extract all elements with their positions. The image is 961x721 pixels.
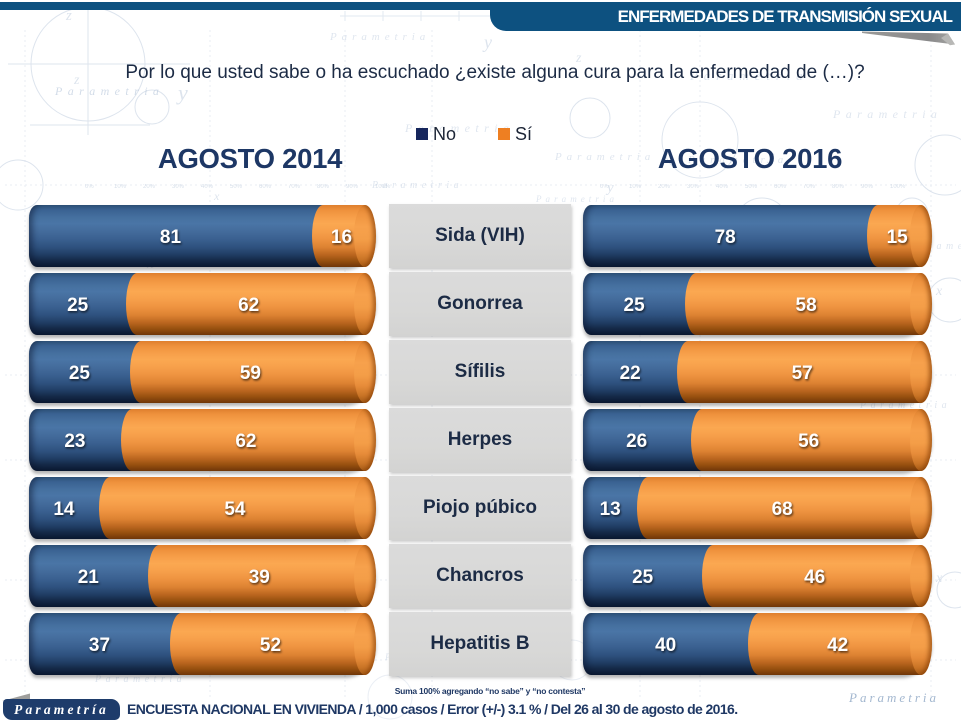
svg-text:0%: 0% — [600, 184, 609, 190]
svg-text:Parametria: Parametria — [907, 241, 961, 252]
svg-text:90%: 90% — [861, 184, 874, 190]
svg-text:50%: 50% — [230, 184, 243, 190]
svg-text:Parametria: Parametria — [94, 674, 186, 685]
svg-text:70%: 70% — [288, 184, 301, 190]
svg-text:Parametria: Parametria — [329, 31, 430, 43]
svg-text:Parametria: Parametria — [554, 151, 655, 163]
svg-text:Parametria: Parametria — [404, 121, 514, 135]
svg-text:z: z — [65, 8, 72, 24]
svg-text:30%: 30% — [687, 184, 700, 190]
svg-text:y: y — [766, 149, 775, 164]
svg-text:100%: 100% — [890, 184, 906, 190]
svg-text:x: x — [935, 571, 943, 586]
svg-text:30%: 30% — [172, 184, 185, 190]
svg-text:60%: 60% — [774, 184, 787, 190]
svg-text:10%: 10% — [629, 184, 642, 190]
svg-text:40%: 40% — [716, 184, 729, 190]
svg-text:80%: 80% — [317, 184, 330, 190]
svg-text:Parametria: Parametria — [689, 68, 808, 83]
svg-text:x: x — [935, 284, 943, 299]
svg-text:100%: 100% — [375, 184, 391, 190]
svg-text:20%: 20% — [658, 184, 671, 190]
svg-text:Parametria: Parametria — [832, 107, 942, 121]
svg-text:y: y — [482, 32, 492, 52]
svg-text:90%: 90% — [346, 184, 359, 190]
svg-text:y: y — [176, 80, 188, 105]
svg-text:60%: 60% — [259, 184, 272, 190]
svg-text:70%: 70% — [803, 184, 816, 190]
svg-text:Parametria: Parametria — [371, 180, 463, 191]
svg-text:50%: 50% — [745, 184, 758, 190]
svg-text:Parametria: Parametria — [859, 400, 951, 411]
svg-text:z: z — [575, 51, 582, 66]
svg-text:Parametria: Parametria — [54, 84, 164, 98]
svg-text:z: z — [73, 73, 80, 88]
svg-text:80%: 80% — [832, 184, 845, 190]
svg-text:y: y — [605, 180, 614, 196]
svg-text:Parametria: Parametria — [687, 154, 788, 166]
svg-text:0%: 0% — [85, 184, 94, 190]
svg-text:20%: 20% — [143, 184, 156, 190]
svg-text:10%: 10% — [114, 184, 127, 190]
svg-text:Parametria: Parametria — [535, 194, 618, 204]
svg-text:x: x — [213, 189, 220, 203]
svg-text:40%: 40% — [201, 184, 214, 190]
